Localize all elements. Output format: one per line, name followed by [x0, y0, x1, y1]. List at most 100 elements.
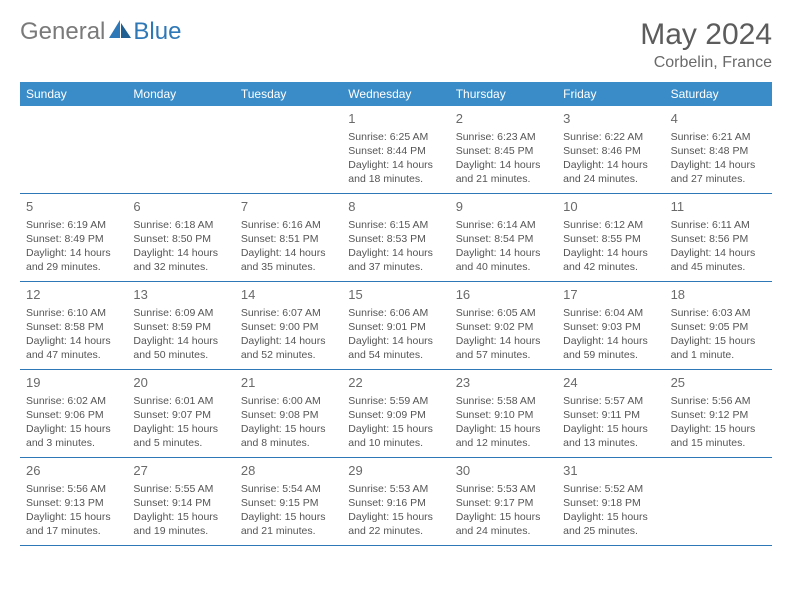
calendar-cell: 23Sunrise: 5:58 AMSunset: 9:10 PMDayligh… — [450, 370, 557, 458]
sunrise-line: Sunrise: 6:02 AM — [26, 394, 121, 408]
day-number: 31 — [563, 462, 658, 480]
sunset-line: Sunset: 9:13 PM — [26, 496, 121, 510]
calendar-cell: 21Sunrise: 6:00 AMSunset: 9:08 PMDayligh… — [235, 370, 342, 458]
day-number: 17 — [563, 286, 658, 304]
calendar-cell: 7Sunrise: 6:16 AMSunset: 8:51 PMDaylight… — [235, 194, 342, 282]
sunrise-line: Sunrise: 6:11 AM — [671, 218, 766, 232]
day-number: 28 — [241, 462, 336, 480]
daylight-line: Daylight: 14 hours and 57 minutes. — [456, 334, 551, 362]
daylight-line: Daylight: 14 hours and 29 minutes. — [26, 246, 121, 274]
daylight-line: Daylight: 14 hours and 50 minutes. — [133, 334, 228, 362]
daylight-line: Daylight: 15 hours and 25 minutes. — [563, 510, 658, 538]
sunrise-line: Sunrise: 5:55 AM — [133, 482, 228, 496]
calendar-cell: 9Sunrise: 6:14 AMSunset: 8:54 PMDaylight… — [450, 194, 557, 282]
sunrise-line: Sunrise: 5:59 AM — [348, 394, 443, 408]
sunset-line: Sunset: 8:56 PM — [671, 232, 766, 246]
daylight-line: Daylight: 15 hours and 21 minutes. — [241, 510, 336, 538]
calendar-cell: 2Sunrise: 6:23 AMSunset: 8:45 PMDaylight… — [450, 106, 557, 194]
daylight-line: Daylight: 15 hours and 8 minutes. — [241, 422, 336, 450]
daylight-line: Daylight: 14 hours and 27 minutes. — [671, 158, 766, 186]
sunrise-line: Sunrise: 6:19 AM — [26, 218, 121, 232]
sunrise-line: Sunrise: 6:07 AM — [241, 306, 336, 320]
calendar-cell: 27Sunrise: 5:55 AMSunset: 9:14 PMDayligh… — [127, 458, 234, 546]
day-number: 13 — [133, 286, 228, 304]
calendar-cell: 14 Sunrise: 6:07 AMSunset: 9:00 PMDayligh… — [235, 282, 342, 370]
sunset-line: Sunset: 9:14 PM — [133, 496, 228, 510]
brand-part2: Blue — [133, 18, 181, 46]
sunset-line: Sunset: 8:58 PM — [26, 320, 121, 334]
day-number: 20 — [133, 374, 228, 392]
calendar-cell: 26Sunrise: 5:56 AMSunset: 9:13 PMDayligh… — [20, 458, 127, 546]
calendar-cell: 11Sunrise: 6:11 AMSunset: 8:56 PMDayligh… — [665, 194, 772, 282]
sunrise-line: Sunrise: 6:23 AM — [456, 130, 551, 144]
month-title: May 2024 — [640, 18, 772, 52]
daylight-line: Daylight: 14 hours and 35 minutes. — [241, 246, 336, 274]
weekday-header: Tuesday — [235, 82, 342, 106]
sunrise-line: Sunrise: 6:22 AM — [563, 130, 658, 144]
sunrise-line: Sunrise: 6:18 AM — [133, 218, 228, 232]
sunrise-line: Sunrise: 5:56 AM — [671, 394, 766, 408]
sunrise-line: Sunrise: 5:56 AM — [26, 482, 121, 496]
sunrise-line: Sunrise: 5:53 AM — [348, 482, 443, 496]
title-block: May 2024 Corbelin, France — [640, 18, 772, 72]
day-number: 15 — [348, 286, 443, 304]
sunrise-line: Sunrise: 6:14 AM — [456, 218, 551, 232]
day-number: 14 — [241, 286, 336, 304]
daylight-line: Daylight: 15 hours and 15 minutes. — [671, 422, 766, 450]
sunset-line: Sunset: 9:17 PM — [456, 496, 551, 510]
daylight-line: Daylight: 14 hours and 21 minutes. — [456, 158, 551, 186]
sunset-line: Sunset: 9:05 PM — [671, 320, 766, 334]
daylight-line: Daylight: 14 hours and 40 minutes. — [456, 246, 551, 274]
day-number: 19 — [26, 374, 121, 392]
day-number: 23 — [456, 374, 551, 392]
sunset-line: Sunset: 9:09 PM — [348, 408, 443, 422]
daylight-line: Daylight: 15 hours and 10 minutes. — [348, 422, 443, 450]
sunrise-line: Sunrise: 6:10 AM — [26, 306, 121, 320]
calendar-cell: 22Sunrise: 5:59 AMSunset: 9:09 PMDayligh… — [342, 370, 449, 458]
calendar-cell: 12Sunrise: 6:10 AMSunset: 8:58 PMDayligh… — [20, 282, 127, 370]
calendar-cell: 31Sunrise: 5:52 AMSunset: 9:18 PMDayligh… — [557, 458, 664, 546]
calendar-cell: 19Sunrise: 6:02 AMSunset: 9:06 PMDayligh… — [20, 370, 127, 458]
brand-part1: General — [20, 18, 105, 46]
sunset-line: Sunset: 9:01 PM — [348, 320, 443, 334]
sail-icon — [109, 20, 131, 38]
daylight-line: Daylight: 14 hours and 45 minutes. — [671, 246, 766, 274]
calendar-cell: 10Sunrise: 6:12 AMSunset: 8:55 PMDayligh… — [557, 194, 664, 282]
calendar-cell — [127, 106, 234, 194]
calendar-cell: 16Sunrise: 6:05 AMSunset: 9:02 PMDayligh… — [450, 282, 557, 370]
calendar-body: 1Sunrise: 6:25 AMSunset: 8:44 PMDaylight… — [20, 106, 772, 546]
sunset-line: Sunset: 8:44 PM — [348, 144, 443, 158]
day-number: 25 — [671, 374, 766, 392]
day-number: 5 — [26, 198, 121, 216]
sunrise-line: Sunrise: 6:06 AM — [348, 306, 443, 320]
calendar-cell: 1Sunrise: 6:25 AMSunset: 8:44 PMDaylight… — [342, 106, 449, 194]
sunset-line: Sunset: 8:46 PM — [563, 144, 658, 158]
sunset-line: Sunset: 8:54 PM — [456, 232, 551, 246]
calendar-cell: 13Sunrise: 6:09 AMSunset: 8:59 PMDayligh… — [127, 282, 234, 370]
weekday-header: Wednesday — [342, 82, 449, 106]
daylight-line: Daylight: 14 hours and 24 minutes. — [563, 158, 658, 186]
calendar-cell: 24Sunrise: 5:57 AMSunset: 9:11 PMDayligh… — [557, 370, 664, 458]
day-number: 10 — [563, 198, 658, 216]
calendar-cell: 17Sunrise: 6:04 AMSunset: 9:03 PMDayligh… — [557, 282, 664, 370]
sunrise-line: Sunrise: 6:21 AM — [671, 130, 766, 144]
sunrise-line: Sunrise: 5:54 AM — [241, 482, 336, 496]
daylight-line: Daylight: 14 hours and 52 minutes. — [241, 334, 336, 362]
sunset-line: Sunset: 9:00 PM — [241, 320, 336, 334]
daylight-line: Daylight: 14 hours and 18 minutes. — [348, 158, 443, 186]
daylight-line: Daylight: 14 hours and 47 minutes. — [26, 334, 121, 362]
sunrise-line: Sunrise: 6:12 AM — [563, 218, 658, 232]
day-number: 26 — [26, 462, 121, 480]
sunset-line: Sunset: 8:48 PM — [671, 144, 766, 158]
daylight-line: Daylight: 15 hours and 3 minutes. — [26, 422, 121, 450]
day-number: 6 — [133, 198, 228, 216]
daylight-line: Daylight: 15 hours and 13 minutes. — [563, 422, 658, 450]
sunset-line: Sunset: 8:49 PM — [26, 232, 121, 246]
weekday-header: Sunday — [20, 82, 127, 106]
sunrise-line: Sunrise: 5:57 AM — [563, 394, 658, 408]
weekday-header: Monday — [127, 82, 234, 106]
calendar-cell — [20, 106, 127, 194]
calendar-cell: 5 Sunrise: 6:19 AMSunset: 8:49 PMDaylight… — [20, 194, 127, 282]
sunset-line: Sunset: 9:08 PM — [241, 408, 336, 422]
sunset-line: Sunset: 9:12 PM — [671, 408, 766, 422]
